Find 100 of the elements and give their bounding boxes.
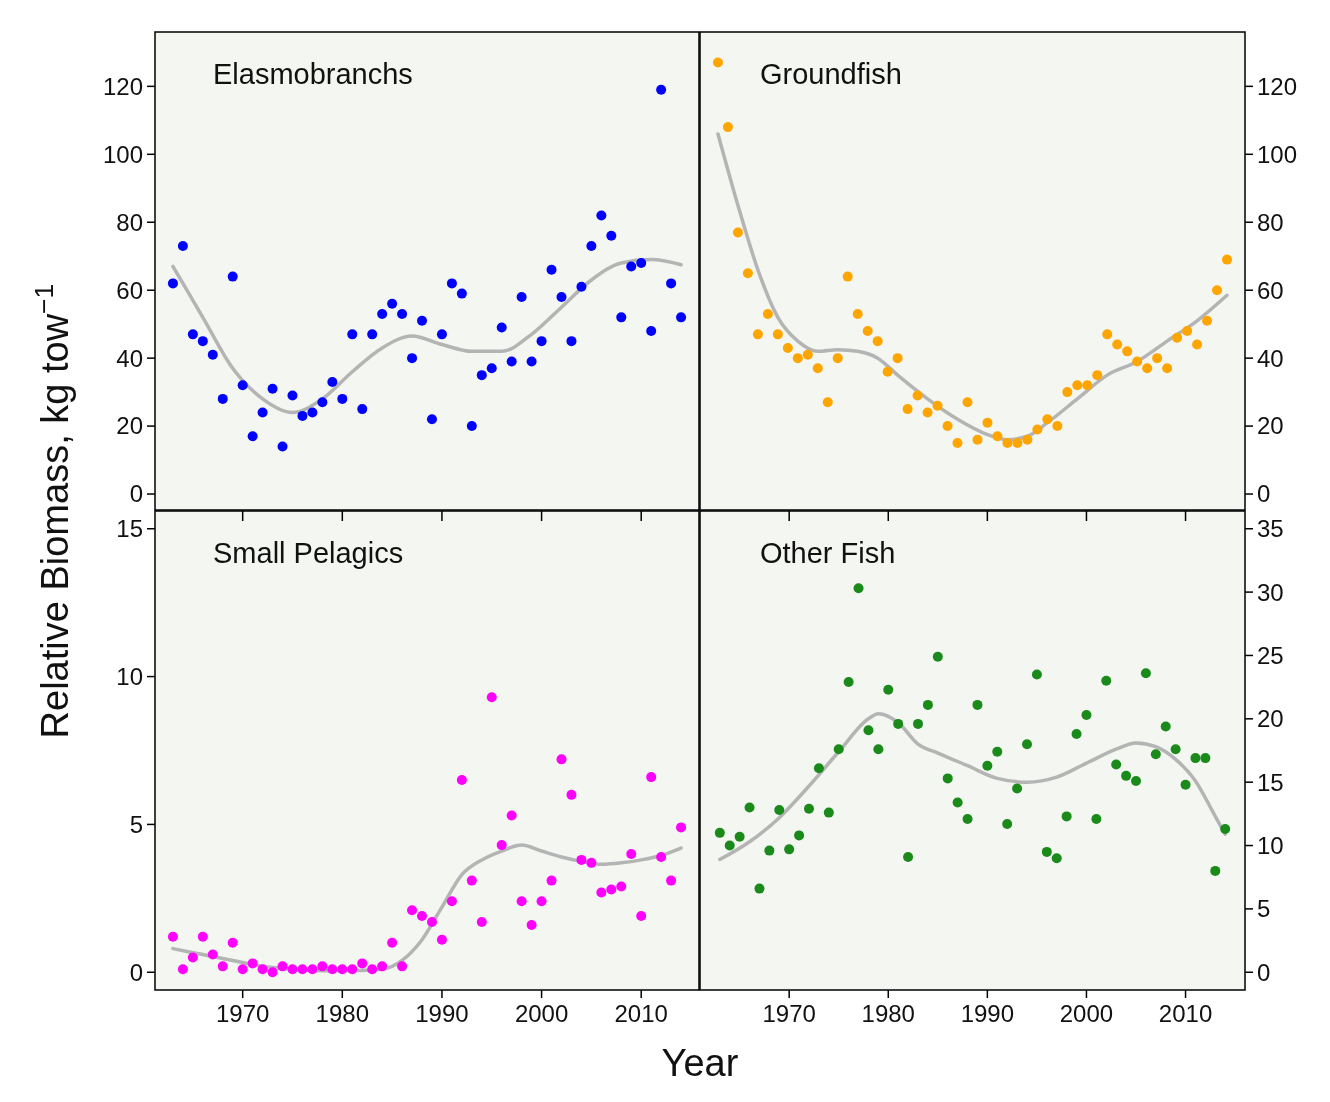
point <box>813 763 824 774</box>
point <box>853 583 864 594</box>
point <box>576 854 587 865</box>
point <box>486 363 497 374</box>
point <box>456 288 467 299</box>
point <box>1061 811 1072 822</box>
point <box>357 404 368 415</box>
point <box>327 376 338 387</box>
point <box>596 210 607 221</box>
y-tick-label: 0 <box>129 958 143 986</box>
point <box>666 875 677 886</box>
text: Groundfish <box>760 58 902 90</box>
point <box>714 827 725 838</box>
point <box>606 884 617 895</box>
point <box>912 390 923 401</box>
x-tick-label: 1970 <box>215 1000 270 1027</box>
point <box>913 718 923 729</box>
point <box>267 967 278 978</box>
x-axis-title: Year <box>661 1042 739 1084</box>
point <box>1170 744 1181 755</box>
point <box>982 417 993 428</box>
point <box>576 281 587 292</box>
point <box>247 431 258 442</box>
point <box>317 397 328 408</box>
point <box>446 278 457 289</box>
point <box>1190 753 1201 764</box>
y-tick-label: 120 <box>102 72 143 100</box>
y-tick-label: 10 <box>116 662 143 690</box>
point <box>833 744 844 755</box>
point <box>317 961 328 972</box>
point <box>962 397 973 408</box>
point <box>903 851 914 862</box>
point <box>247 958 258 969</box>
point <box>752 329 763 340</box>
y-tick-label: 100 <box>102 140 143 168</box>
point <box>942 421 953 432</box>
x-tick-label: 2000 <box>514 1000 569 1027</box>
point <box>367 964 378 975</box>
point <box>656 851 667 862</box>
point <box>942 773 953 784</box>
point <box>167 931 178 942</box>
point <box>436 329 447 340</box>
point <box>1222 254 1233 265</box>
point <box>596 887 607 898</box>
point <box>446 896 457 907</box>
point <box>1212 285 1223 296</box>
y-tick-label: 35 <box>1257 515 1284 543</box>
point <box>337 393 348 404</box>
point <box>636 911 647 922</box>
point <box>626 848 637 859</box>
point <box>883 684 894 695</box>
x-tick-label: 1980 <box>315 1000 370 1027</box>
point <box>327 964 338 975</box>
point <box>377 961 388 972</box>
point <box>1051 853 1062 864</box>
point <box>1031 669 1042 680</box>
point <box>237 964 248 975</box>
point <box>277 441 288 452</box>
point <box>536 896 547 907</box>
point <box>992 431 1003 442</box>
point <box>516 896 527 907</box>
point <box>893 718 904 729</box>
point <box>177 241 188 252</box>
point <box>1102 329 1113 340</box>
point <box>407 353 418 364</box>
point <box>466 421 477 432</box>
point <box>456 775 467 786</box>
point <box>952 438 963 449</box>
point <box>636 258 647 269</box>
point <box>476 370 487 381</box>
point <box>616 881 627 892</box>
point <box>1162 363 1173 374</box>
y-tick-label: 40 <box>116 344 143 372</box>
point <box>506 810 517 821</box>
y-tick-label: 25 <box>1257 641 1284 669</box>
point <box>187 329 198 340</box>
point <box>217 961 228 972</box>
point <box>1182 325 1193 336</box>
point <box>922 699 933 710</box>
text: Other Fish <box>760 537 896 569</box>
y-tick-label: 15 <box>116 515 143 543</box>
point <box>207 349 218 360</box>
point <box>1160 721 1171 732</box>
point <box>734 831 745 842</box>
point <box>764 845 775 856</box>
point <box>872 336 883 347</box>
point <box>277 961 288 972</box>
point <box>794 830 805 841</box>
point <box>862 325 873 336</box>
y-tick-label: 20 <box>116 412 143 440</box>
point <box>367 329 378 340</box>
point <box>842 271 853 282</box>
point <box>804 803 814 814</box>
point <box>586 241 597 252</box>
point <box>712 57 723 68</box>
point <box>952 797 963 808</box>
x-tick-label: 2010 <box>614 1000 668 1027</box>
point <box>1022 434 1033 445</box>
point <box>267 383 278 394</box>
point <box>1122 346 1133 357</box>
